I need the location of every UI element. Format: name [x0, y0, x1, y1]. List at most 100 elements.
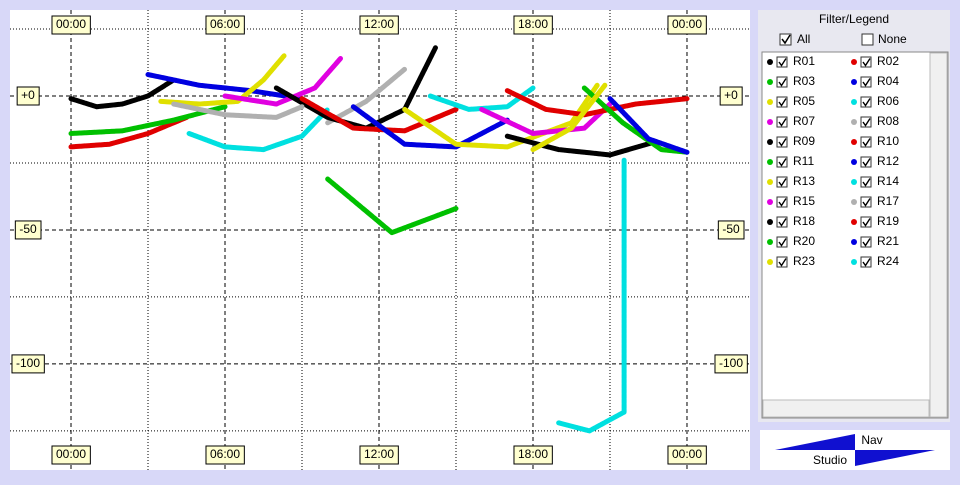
legend-swatch	[767, 159, 773, 165]
legend-checkbox[interactable]	[860, 216, 872, 228]
series-line	[299, 96, 459, 134]
logo-top: Nav	[861, 433, 882, 447]
legend-label[interactable]: R18	[793, 214, 815, 228]
legend-label[interactable]: R03	[793, 74, 815, 88]
tick-label: 18:00	[518, 17, 548, 31]
none-label[interactable]: None	[878, 32, 907, 46]
legend-label[interactable]: R07	[793, 114, 815, 128]
legend-checkbox[interactable]	[776, 196, 788, 208]
check-mark	[778, 98, 787, 107]
tick-label: +0	[724, 88, 738, 102]
logo-bottom: Studio	[813, 453, 847, 467]
legend-checkbox[interactable]	[860, 196, 872, 208]
check-mark	[862, 238, 871, 247]
legend-swatch	[851, 199, 857, 205]
legend-swatch	[851, 59, 857, 65]
legend-swatch	[851, 159, 857, 165]
h-scrollbar[interactable]	[762, 399, 930, 418]
tick-label: -100	[16, 356, 40, 370]
check-mark	[778, 78, 787, 87]
check-mark	[862, 98, 871, 107]
tick-label-box	[667, 445, 707, 465]
legend-label[interactable]: R21	[877, 234, 899, 248]
tick-label: -50	[19, 222, 37, 236]
legend-checkbox[interactable]	[860, 116, 872, 128]
legend-swatch	[851, 219, 857, 225]
check-mark	[862, 78, 871, 87]
legend-list	[761, 51, 949, 419]
legend-checkbox[interactable]	[776, 216, 788, 228]
legend-checkbox[interactable]	[776, 76, 788, 88]
legend-label[interactable]: R23	[793, 254, 815, 268]
legend-checkbox[interactable]	[860, 176, 872, 188]
legend-checkbox[interactable]	[776, 56, 788, 68]
check-mark	[781, 34, 791, 45]
legend-label[interactable]: R20	[793, 234, 815, 248]
legend-swatch	[767, 239, 773, 245]
legend-label[interactable]: R09	[793, 134, 815, 148]
tick-label-box	[717, 220, 745, 240]
legend-checkbox[interactable]	[776, 156, 788, 168]
series-line	[402, 82, 600, 150]
legend-label[interactable]: R14	[877, 174, 899, 188]
legend-checkbox[interactable]	[860, 76, 872, 88]
legend-label[interactable]: R11	[793, 154, 814, 168]
check-mark	[778, 238, 787, 247]
tick-label-box	[359, 15, 399, 35]
legend-checkbox[interactable]	[776, 96, 788, 108]
legend-swatch	[851, 99, 857, 105]
check-mark	[778, 258, 787, 267]
legend-checkbox[interactable]	[860, 136, 872, 148]
series-line	[581, 85, 690, 155]
series-line	[145, 72, 305, 102]
legend-swatch	[851, 179, 857, 185]
series-line	[479, 101, 613, 137]
series-line	[158, 53, 287, 107]
legend-label[interactable]: R04	[877, 74, 899, 88]
series-line	[68, 104, 228, 137]
check-mark	[862, 158, 871, 167]
tick-label: 12:00	[364, 447, 394, 461]
legend-label[interactable]: R06	[877, 94, 899, 108]
legend-checkbox[interactable]	[860, 256, 872, 268]
legend-checkbox[interactable]	[776, 136, 788, 148]
legend-swatch	[851, 259, 857, 265]
series-line	[171, 101, 305, 120]
series-line	[68, 114, 190, 150]
tick-label-box	[359, 445, 399, 465]
legend-label[interactable]: R19	[877, 214, 899, 228]
legend-checkbox[interactable]	[860, 56, 872, 68]
legend-label[interactable]: R13	[793, 174, 815, 188]
legend-checkbox[interactable]	[860, 236, 872, 248]
legend-checkbox[interactable]	[860, 96, 872, 108]
legend-swatch	[767, 179, 773, 185]
legend-label[interactable]: R10	[877, 134, 899, 148]
panel-title: Filter/Legend	[819, 12, 889, 26]
legend-checkbox[interactable]	[776, 116, 788, 128]
legend-checkbox[interactable]	[776, 176, 788, 188]
tick-label-box	[11, 354, 45, 374]
legend-label[interactable]: R15	[793, 194, 815, 208]
all-checkbox[interactable]	[779, 33, 792, 46]
legend-label[interactable]: R12	[877, 154, 899, 168]
none-checkbox[interactable]	[861, 33, 874, 46]
legend-swatch	[767, 59, 773, 65]
legend-label[interactable]: R01	[793, 54, 815, 68]
legend-checkbox[interactable]	[776, 236, 788, 248]
legend-checkbox[interactable]	[860, 156, 872, 168]
series-line	[325, 176, 459, 236]
legend-label[interactable]: R17	[877, 194, 899, 208]
series-line	[325, 66, 408, 126]
legend-checkbox[interactable]	[776, 256, 788, 268]
legend-label[interactable]: R08	[877, 114, 899, 128]
check-mark	[862, 198, 871, 207]
legend-label[interactable]: R24	[877, 254, 899, 268]
tick-label-box	[205, 15, 245, 35]
tick-label: 06:00	[210, 447, 240, 461]
legend-label[interactable]: R05	[793, 94, 815, 108]
v-scrollbar[interactable]	[929, 52, 948, 418]
all-label[interactable]: All	[797, 32, 810, 46]
legend-label[interactable]: R02	[877, 54, 899, 68]
series-line	[504, 133, 659, 158]
check-mark	[778, 198, 787, 207]
